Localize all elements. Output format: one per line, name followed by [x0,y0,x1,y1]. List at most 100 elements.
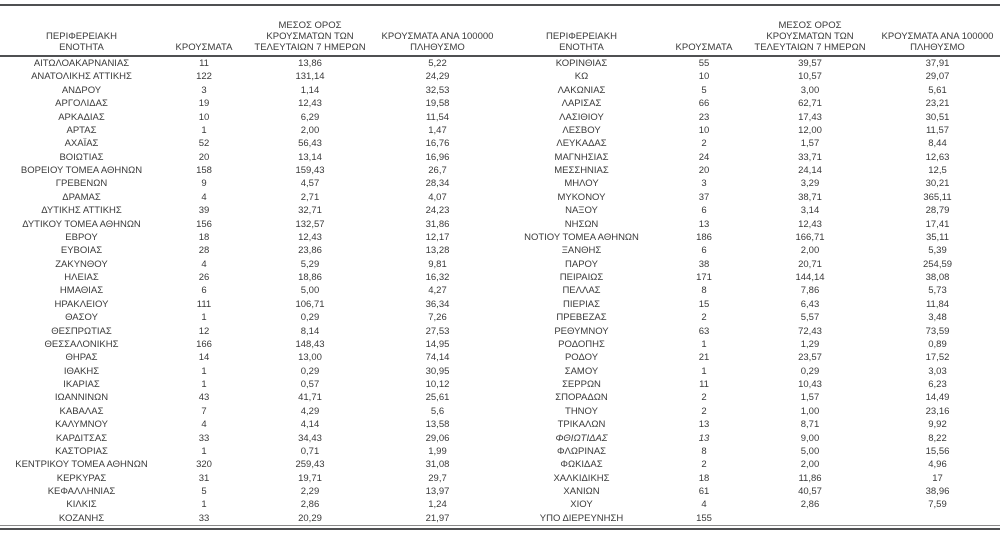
per100k-cell: 12,17 [425,231,450,243]
avg7-cell: 159,43 [295,165,325,176]
cases-cell: 156 [196,218,212,230]
table-row: ΙΚΑΡΙΑΣ 1 0,57 10,12 ΣΕΡΡΩΝ 11 10,43 6,23 [0,378,1000,391]
region-name-cell: ΝΑΞΟΥ [565,205,598,217]
region-name-cell: ΙΩΑΝΝΙΝΩΝ [54,392,109,404]
region-name-cell: ΝΗΣΩΝ [564,218,599,230]
per100k-cell: 4,27 [428,285,447,297]
region-name-cell: ΚΑΣΤΟΡΙΑΣ [55,445,108,457]
avg7-cell: 5,29 [300,258,320,270]
cases-cell: 9 [201,178,207,190]
region-name-cell: ΗΛΕΙΑΣ [64,272,99,283]
avg7-cell: 23,86 [298,245,322,257]
cases-cell: 21 [698,352,710,364]
region-name-cell: ΡΟΔΟΠΗΣ [558,338,605,350]
cases-cell: 2 [701,138,707,150]
avg7-cell: 1,29 [800,338,820,350]
per100k-cell: 32,53 [425,84,450,96]
avg7-cell: 2,86 [300,499,320,511]
cases-cell: 23 [698,111,710,123]
avg7-cell: 41,71 [298,392,322,404]
cases-cell: 11 [699,379,709,390]
cases-cell: 14 [198,352,210,364]
region-name-cell: ΜΥΚΟΝΟΥ [557,191,606,203]
avg7-cell: 1,00 [800,405,820,417]
per100k-cell: 16,96 [425,151,450,163]
avg7-cell: 259,43 [295,459,325,471]
avg7-cell: 3,14 [800,205,820,217]
cases-cell: 171 [696,272,712,283]
cases-cell: 10 [698,124,710,136]
region-name-cell: ΗΜΑΘΙΑΣ [59,285,104,297]
cases-cell: 24 [698,151,710,163]
cases-cell: 8 [701,285,707,297]
avg7-cell: 131,14 [295,71,325,83]
per100k-cell: 5,22 [428,58,447,69]
per100k-cell: 10,12 [425,379,450,390]
cases-cell: 39 [198,205,210,217]
per100k-cell: 19,58 [425,98,450,110]
avg7-cell: 0,71 [300,445,320,457]
per100k-cell: 24,23 [425,205,450,217]
region-name-cell: ΙΚΑΡΙΑΣ [63,379,100,390]
per100k-cell: 4,96 [928,459,947,471]
per100k-cell: 5,61 [928,84,947,96]
table-row: ΚΕΡΚΥΡΑΣ 31 19,71 29,7 ΧΑΛΚΙΔΙΚΗΣ 18 11,86 17 [0,472,1000,485]
avg7-cell: 106,71 [295,298,325,310]
per100k-cell: 17,52 [925,352,950,364]
region-name-cell: ΓΡΕΒΕΝΩΝ [55,178,108,190]
table-row: ΘΑΣΟΥ 1 0,29 7,26 ΠΡΕΒΕΖΑΣ 2 5,57 3,48 [0,311,1000,324]
table-row: ΗΡΑΚΛΕΙΟΥ 111 106,71 36,34 ΠΙΕΡΙΑΣ 15 6,43 11,8… [0,298,1000,311]
avg7-cell: 20,29 [245,511,375,527]
per100k-cell: 1,47 [428,124,447,136]
avg7-cell: 5,57 [800,312,820,324]
per100k-cell: 23,21 [925,98,950,110]
per100k-cell: 12,63 [925,151,950,163]
region-name-cell: ΑΧΑΪΑΣ [64,138,99,150]
cases-cell: 4 [201,419,207,431]
region-name-cell: ΚΩ [574,71,589,83]
region-name-cell: ΥΠΟ ΔΙΕΡΕΥΝΗΣΗ [500,511,663,527]
cases-cell: 4 [701,499,707,511]
avg7-cell: 11,86 [798,472,822,484]
cases-cell: 10 [198,111,210,123]
per100k-cell: 16,32 [425,272,450,283]
avg7-cell: 3,29 [800,178,820,190]
table-row: ΗΜΑΘΙΑΣ 6 5,00 4,27 ΠΕΛΛΑΣ 8 7,86 5,73 [0,284,1000,297]
table-body: ΑΙΤΩΛΟΑΚΑΡΝΑΝΙΑΣ 11 13,86 5,22 ΚΟΡΙΝΘΙΑΣ 55 39… [0,56,1000,527]
avg7-cell: 56,43 [298,138,322,150]
region-name-cell: ΣΠΟΡΑΔΩΝ [555,392,608,404]
table-row: ΒΟΡΕΙΟΥ ΤΟΜΕΑ ΑΘΗΝΩΝ 158 159,43 26,7 ΜΕΣΣΗΝΙ… [0,164,1000,177]
avg7-cell: 4,14 [300,419,320,431]
avg7-cell: 12,43 [298,231,322,243]
region-name-cell: ΒΟΙΩΤΙΑΣ [59,151,104,163]
cases-cell: 158 [196,165,212,176]
region-name-cell: ΔΥΤΙΚΗΣ ΑΤΤΙΚΗΣ [41,205,122,217]
avg7-cell: 3,00 [800,84,820,96]
per100k-cell: 26,7 [428,165,447,176]
per100k-cell: 29,06 [425,432,450,444]
avg7-cell: 72,43 [798,325,822,337]
cases-cell: 320 [196,459,212,471]
avg7-cell: 40,57 [798,486,822,497]
per100k-cell: 27,53 [425,325,450,337]
per100k-cell: 73,59 [925,325,950,337]
cases-cell: 1 [201,379,207,390]
table-row: ΑΡΤΑΣ 1 2,00 1,47 ΛΕΣΒΟΥ 10 12,00 11,57 [0,124,1000,137]
region-name-cell: ΛΑΣΙΘΙΟΥ [559,111,604,123]
region-name-cell: ΛΑΚΩΝΙΑΣ [557,84,606,96]
region-name-cell: ΜΕΣΣΗΝΙΑΣ [554,165,609,176]
per100k-cell: 30,21 [925,178,950,190]
avg7-cell: 0,29 [800,365,820,377]
per100k-cell: 13,28 [425,245,450,257]
cases-cell: 15 [698,298,710,310]
cases-cell: 13 [698,419,710,431]
avg7-cell: 23,57 [798,352,822,364]
header-per100k-right: ΚΡΟΥΣΜΑΤΑ ΑΝΑ 100000 ΠΛΗΘΥΣΜΟ [875,5,1000,57]
avg7-cell: 2,00 [300,124,320,136]
cases-cell: 1 [201,365,207,377]
avg7-cell: 12,43 [798,218,822,230]
header-cases-left: ΚΡΟΥΣΜΑΤΑ [163,5,245,57]
per100k-cell: 17,41 [925,218,950,230]
table-row: ΑΧΑΪΑΣ 52 56,43 16,76 ΛΕΥΚΑΔΑΣ 2 1,57 8,44 [0,137,1000,150]
cases-cell: 12 [198,325,210,337]
